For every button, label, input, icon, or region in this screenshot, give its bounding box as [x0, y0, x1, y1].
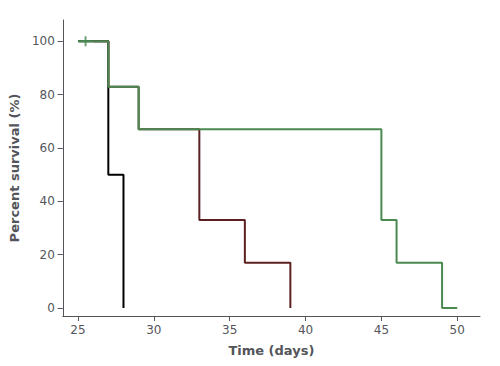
svg-text:40: 40: [298, 323, 313, 337]
svg-text:25: 25: [70, 323, 85, 337]
svg-text:Percent survival (%): Percent survival (%): [7, 94, 22, 243]
svg-text:35: 35: [222, 323, 237, 337]
svg-text:20: 20: [40, 248, 55, 262]
svg-text:50: 50: [450, 323, 465, 337]
svg-text:40: 40: [40, 194, 55, 208]
svg-text:80: 80: [40, 88, 55, 102]
svg-text:Time (days): Time (days): [228, 343, 314, 358]
svg-text:30: 30: [146, 323, 161, 337]
svg-text:100: 100: [32, 34, 55, 48]
svg-text:45: 45: [374, 323, 389, 337]
svg-text:60: 60: [40, 141, 55, 155]
svg-text:0: 0: [47, 301, 55, 315]
